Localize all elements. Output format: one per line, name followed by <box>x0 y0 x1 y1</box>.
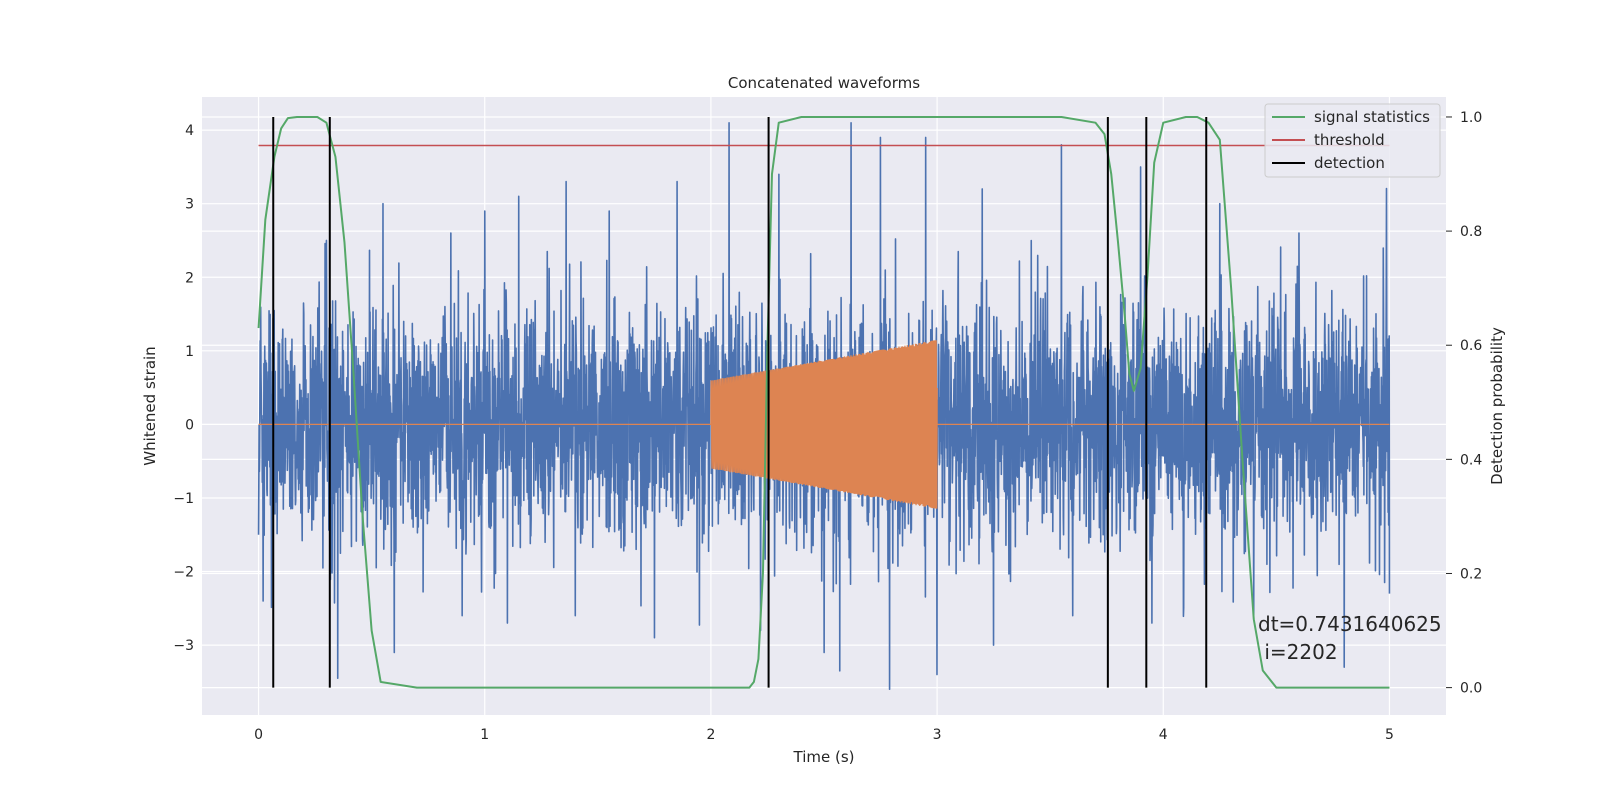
y-tick-label: 0 <box>185 417 194 433</box>
x-tick-label: 5 <box>1385 727 1394 743</box>
legend: signal statistics threshold detection <box>1264 103 1441 178</box>
y-right-tick-label: 0.6 <box>1460 338 1482 354</box>
y-right-tick-label: 0.2 <box>1460 566 1482 582</box>
y-right-axis-label: Detection probability <box>1488 327 1506 485</box>
injected-waveform-line <box>258 340 1390 509</box>
legend-label-detection: detection <box>1314 154 1385 172</box>
y-tick-label: −1 <box>173 491 194 507</box>
y-tick-label: −2 <box>173 565 194 581</box>
y-tick-label: −3 <box>173 638 194 654</box>
legend-box <box>1264 103 1441 178</box>
signal-statistics-line <box>257 115 1390 689</box>
y-axis-label: Whitened strain <box>141 346 159 465</box>
y-tick-label: 2 <box>185 270 194 286</box>
x-axis-label: Time (s) <box>793 748 855 766</box>
x-tick-label: 1 <box>480 727 489 743</box>
y-tick-label: 1 <box>185 344 194 360</box>
axis-ticks: 0 1 2 3 4 5 −3 −2 −1 0 1 2 3 4 0.0 0.2 0.4 0.6 0.8 1.0 <box>173 110 1482 743</box>
y-right-tick-label: 0.0 <box>1460 681 1482 697</box>
y-right-tick-label: 0.4 <box>1460 452 1482 468</box>
annotation-dt: dt=0.7431640625 <box>1258 612 1442 636</box>
strain-noise-line <box>257 121 1391 691</box>
y-right-tick-label: 1.0 <box>1460 110 1482 126</box>
x-tick-label: 4 <box>1159 727 1168 743</box>
y-tick-label: 4 <box>185 123 194 139</box>
y-tick-label: 3 <box>185 197 194 213</box>
annotation-i: i=2202 <box>1258 640 1338 664</box>
legend-label-threshold: threshold <box>1314 131 1385 149</box>
chart-title: Concatenated waveforms <box>728 74 920 92</box>
legend-label-signal-statistics: signal statistics <box>1314 108 1430 126</box>
data-layer <box>257 115 1391 691</box>
y-right-tick-label: 0.8 <box>1460 224 1482 240</box>
x-tick-label: 0 <box>254 727 263 743</box>
x-tick-label: 2 <box>706 727 715 743</box>
x-tick-label: 3 <box>933 727 942 743</box>
